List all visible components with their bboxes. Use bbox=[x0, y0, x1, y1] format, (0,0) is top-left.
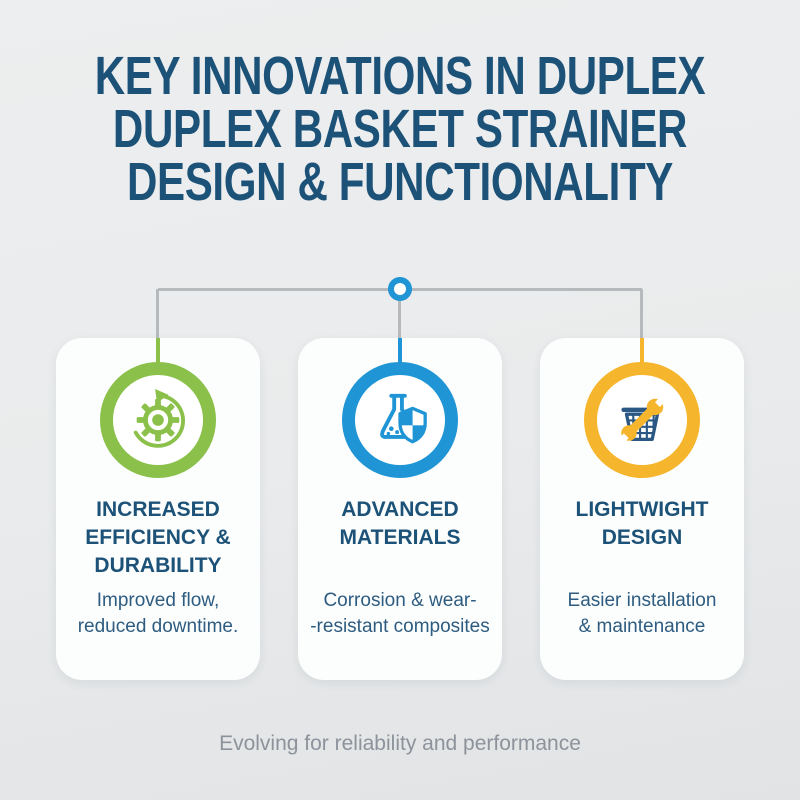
card-description: Corrosion & wear- -resistant composites bbox=[310, 590, 490, 637]
card-title: LIGHTWIGHT DESIGN bbox=[575, 498, 709, 549]
card-accent-drop bbox=[640, 338, 644, 365]
flask-shield-icon bbox=[369, 389, 431, 451]
connector-drop-line-right bbox=[640, 289, 643, 338]
card-title: ADVANCED MATERIALS bbox=[339, 498, 461, 549]
card-title: INCREASED EFFICIENCY & DURABILITY bbox=[85, 498, 231, 577]
card-lightweight-design: LIGHTWIGHT DESIGN Easier installation & … bbox=[540, 338, 744, 680]
icon-ring bbox=[342, 362, 458, 478]
connector-drop-line-left bbox=[156, 289, 159, 338]
card-accent-drop bbox=[156, 338, 160, 365]
card-accent-drop bbox=[398, 338, 402, 365]
card-increased-efficiency: INCREASED EFFICIENCY & DURABILITY Improv… bbox=[56, 338, 260, 680]
card-description: Easier installation & maintenance bbox=[567, 590, 717, 637]
gear-refresh-icon bbox=[127, 389, 189, 451]
icon-ring bbox=[584, 362, 700, 478]
card-description: Improved flow, reduced downtime. bbox=[77, 590, 239, 637]
basket-wrench-icon bbox=[611, 389, 673, 451]
connector-drop-line-center bbox=[398, 289, 401, 338]
icon-ring bbox=[100, 362, 216, 478]
page-title: KEY INNOVATIONS IN DUPLEX DUPLEX BASKET … bbox=[94, 46, 706, 212]
footer-tagline: Evolving for reliability and performance bbox=[219, 732, 581, 755]
card-advanced-materials: ADVANCED MATERIALS Corrosion & wear- -re… bbox=[298, 338, 502, 680]
connector-node bbox=[388, 277, 412, 301]
